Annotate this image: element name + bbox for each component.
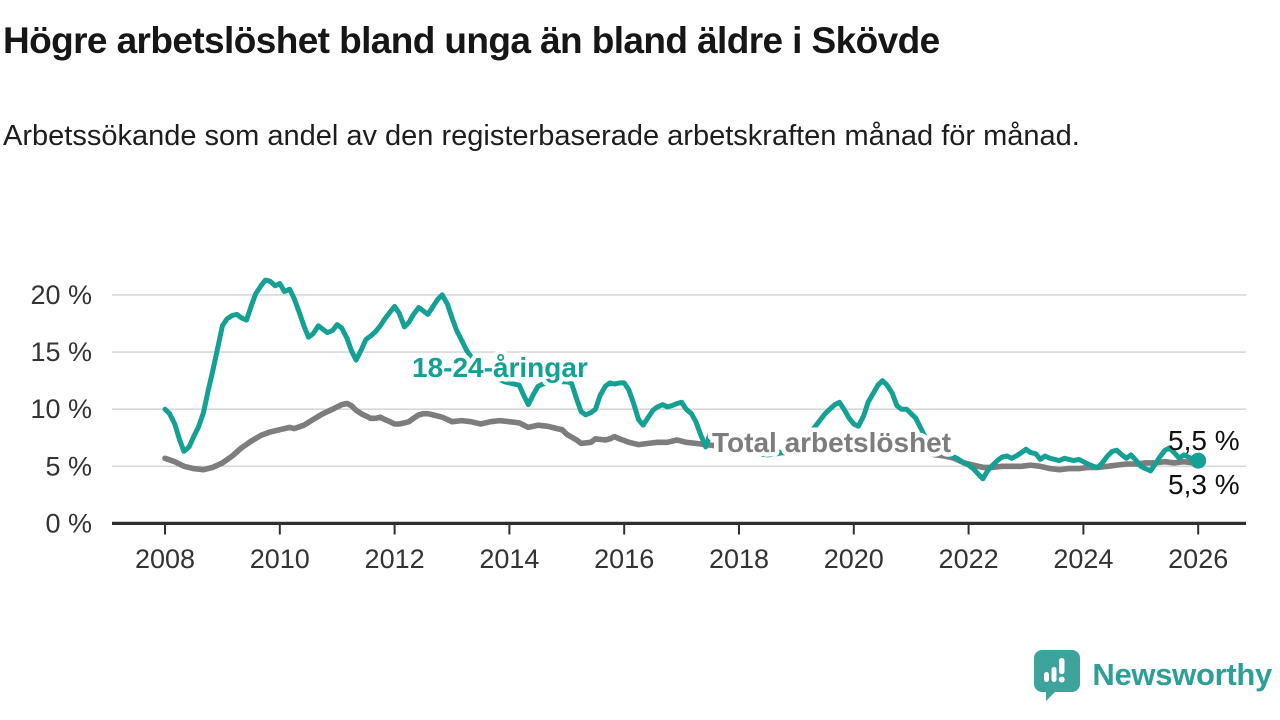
x-tick-label: 2010 — [250, 544, 310, 574]
x-tick-label: 2018 — [709, 544, 769, 574]
x-tick-label: 2024 — [1053, 544, 1113, 574]
y-tick-label: 20 % — [30, 280, 92, 310]
x-tick-label: 2008 — [135, 544, 195, 574]
end-dot-youth — [1190, 452, 1207, 469]
y-tick-label: 0 % — [45, 508, 92, 538]
speech-bubble-shape — [1034, 650, 1081, 701]
end-value-label-youth: 5,5 % — [1168, 425, 1240, 456]
x-tick-label: 2020 — [824, 544, 884, 574]
series-line-total — [162, 400, 1201, 473]
exclamation-bar-icon — [1059, 658, 1065, 674]
exclamation-dot-icon — [1059, 676, 1066, 683]
end-value-label-total: 5,3 % — [1168, 469, 1240, 500]
chart-subtitle: Arbetssökande som andel av den registerb… — [3, 120, 1080, 152]
y-tick-label: 5 % — [45, 451, 92, 481]
x-tick-label: 2022 — [939, 544, 999, 574]
x-tick-label: 2014 — [479, 544, 539, 574]
newsworthy-bubble-icon — [1034, 650, 1081, 701]
bar-icon-small — [1044, 672, 1050, 682]
series-label-youth: 18-24-åringar — [412, 352, 588, 383]
x-tick-label: 2026 — [1168, 544, 1228, 574]
page-title: Högre arbetslöshet bland unga än bland ä… — [3, 20, 940, 61]
newsworthy-logo: Newsworthy — [1032, 648, 1272, 702]
x-tick-label: 2012 — [365, 544, 425, 574]
series-line-youth — [162, 277, 1201, 482]
y-tick-label: 10 % — [30, 394, 92, 424]
y-tick-label: 15 % — [30, 337, 92, 367]
x-tick-label: 2016 — [594, 544, 654, 574]
bar-icon-medium — [1051, 667, 1057, 682]
newsworthy-wordmark: Newsworthy — [1092, 657, 1272, 692]
series-label-total: Total arbetslöshet — [712, 427, 951, 458]
